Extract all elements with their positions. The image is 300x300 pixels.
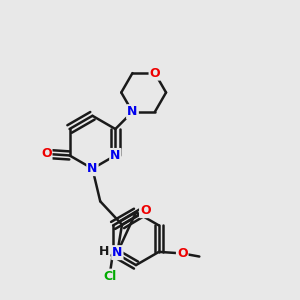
- Text: N: N: [110, 149, 121, 162]
- Text: O: O: [149, 67, 160, 80]
- Text: O: O: [177, 247, 188, 260]
- Text: N: N: [127, 105, 138, 119]
- Text: O: O: [41, 147, 52, 161]
- Text: N: N: [112, 246, 122, 259]
- Text: Cl: Cl: [103, 270, 117, 283]
- Text: O: O: [140, 204, 151, 217]
- Text: N: N: [87, 162, 98, 175]
- Text: H: H: [99, 244, 110, 258]
- Text: N: N: [127, 105, 138, 119]
